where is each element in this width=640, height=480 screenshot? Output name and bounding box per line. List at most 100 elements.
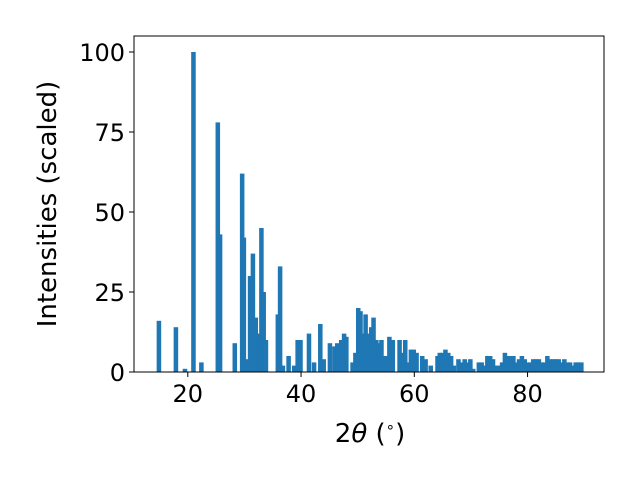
x-axis-ticks: 20 40 60 80 (173, 372, 543, 408)
bar (402, 340, 408, 372)
bar (511, 356, 516, 372)
bar (530, 359, 536, 372)
bar (525, 362, 530, 372)
bar (487, 356, 493, 372)
bar (232, 343, 238, 372)
bar (482, 365, 487, 372)
bar (338, 340, 344, 372)
bar (419, 356, 425, 372)
bar (533, 359, 539, 372)
bar (199, 362, 204, 372)
y-axis-ticks: 0 25 50 75 100 (79, 39, 134, 387)
x-tick-label: 40 (286, 380, 317, 408)
bar (468, 359, 473, 372)
bar (261, 292, 266, 372)
bar (559, 362, 564, 372)
bar (542, 362, 547, 372)
bar (332, 346, 337, 372)
bar (250, 253, 256, 372)
x-axis-label-degree: ∘ (386, 418, 395, 436)
bar (318, 324, 323, 372)
bar (280, 365, 286, 372)
bar (217, 234, 223, 372)
bar (215, 122, 221, 373)
bar (567, 362, 573, 372)
bar (384, 356, 389, 372)
y-tick-label: 0 (110, 359, 125, 387)
bar (579, 362, 584, 372)
bar (358, 311, 363, 372)
bar (327, 343, 333, 372)
bar (519, 356, 525, 372)
bar (539, 362, 544, 372)
bar (493, 365, 499, 372)
bar (522, 359, 527, 372)
x-tick-label: 80 (512, 380, 543, 408)
bar (465, 362, 470, 372)
bar (451, 365, 457, 372)
bar (553, 359, 559, 372)
bar (437, 352, 443, 372)
y-tick-label: 75 (94, 119, 125, 147)
bar (528, 362, 533, 372)
bar (459, 362, 465, 372)
bar (564, 362, 570, 372)
bar (550, 359, 556, 372)
bar (247, 276, 253, 372)
y-axis-label: Intensities (scaled) (33, 81, 63, 328)
x-axis-label-symbol: θ (351, 419, 367, 449)
bar (400, 352, 405, 372)
bar (156, 320, 162, 372)
bar (244, 359, 249, 372)
bar (382, 356, 387, 372)
bar (321, 359, 326, 372)
bar (470, 368, 476, 372)
plot-frame (133, 35, 605, 373)
bar (335, 343, 340, 372)
bar (298, 340, 303, 372)
bar (570, 365, 576, 372)
bar (545, 356, 550, 372)
bar (286, 356, 291, 372)
bar (390, 340, 396, 372)
bar (353, 352, 358, 372)
bar (259, 228, 264, 372)
bar (277, 266, 283, 372)
bar (408, 349, 414, 372)
bar (350, 362, 355, 372)
bar (363, 314, 368, 372)
bar (456, 359, 461, 372)
x-axis-label: 2θ (∘) (335, 418, 405, 449)
y-tick-label: 25 (94, 279, 125, 307)
bar (371, 317, 376, 372)
bar (263, 340, 269, 372)
bar (295, 340, 300, 372)
bar (505, 356, 510, 372)
x-axis-label-suffix: ( (367, 419, 385, 449)
bar (462, 359, 467, 372)
bar (479, 362, 484, 372)
bar (536, 359, 542, 372)
bar (311, 362, 317, 372)
bar (191, 52, 196, 372)
bar (366, 333, 371, 372)
bar (306, 333, 312, 372)
bar (576, 362, 581, 372)
bar (256, 333, 261, 372)
bar (556, 359, 561, 372)
bar (182, 368, 188, 372)
bar (443, 349, 448, 372)
bar (291, 365, 297, 372)
bar (490, 359, 496, 372)
bar (562, 359, 567, 372)
bar (423, 359, 428, 372)
bar (241, 237, 247, 372)
bar (448, 356, 454, 372)
x-axis-label-close: ) (395, 419, 405, 449)
bar (411, 349, 416, 372)
bar (387, 336, 392, 372)
bar (379, 340, 384, 372)
x-axis-label-prefix: 2 (335, 419, 352, 449)
bar (516, 359, 522, 372)
